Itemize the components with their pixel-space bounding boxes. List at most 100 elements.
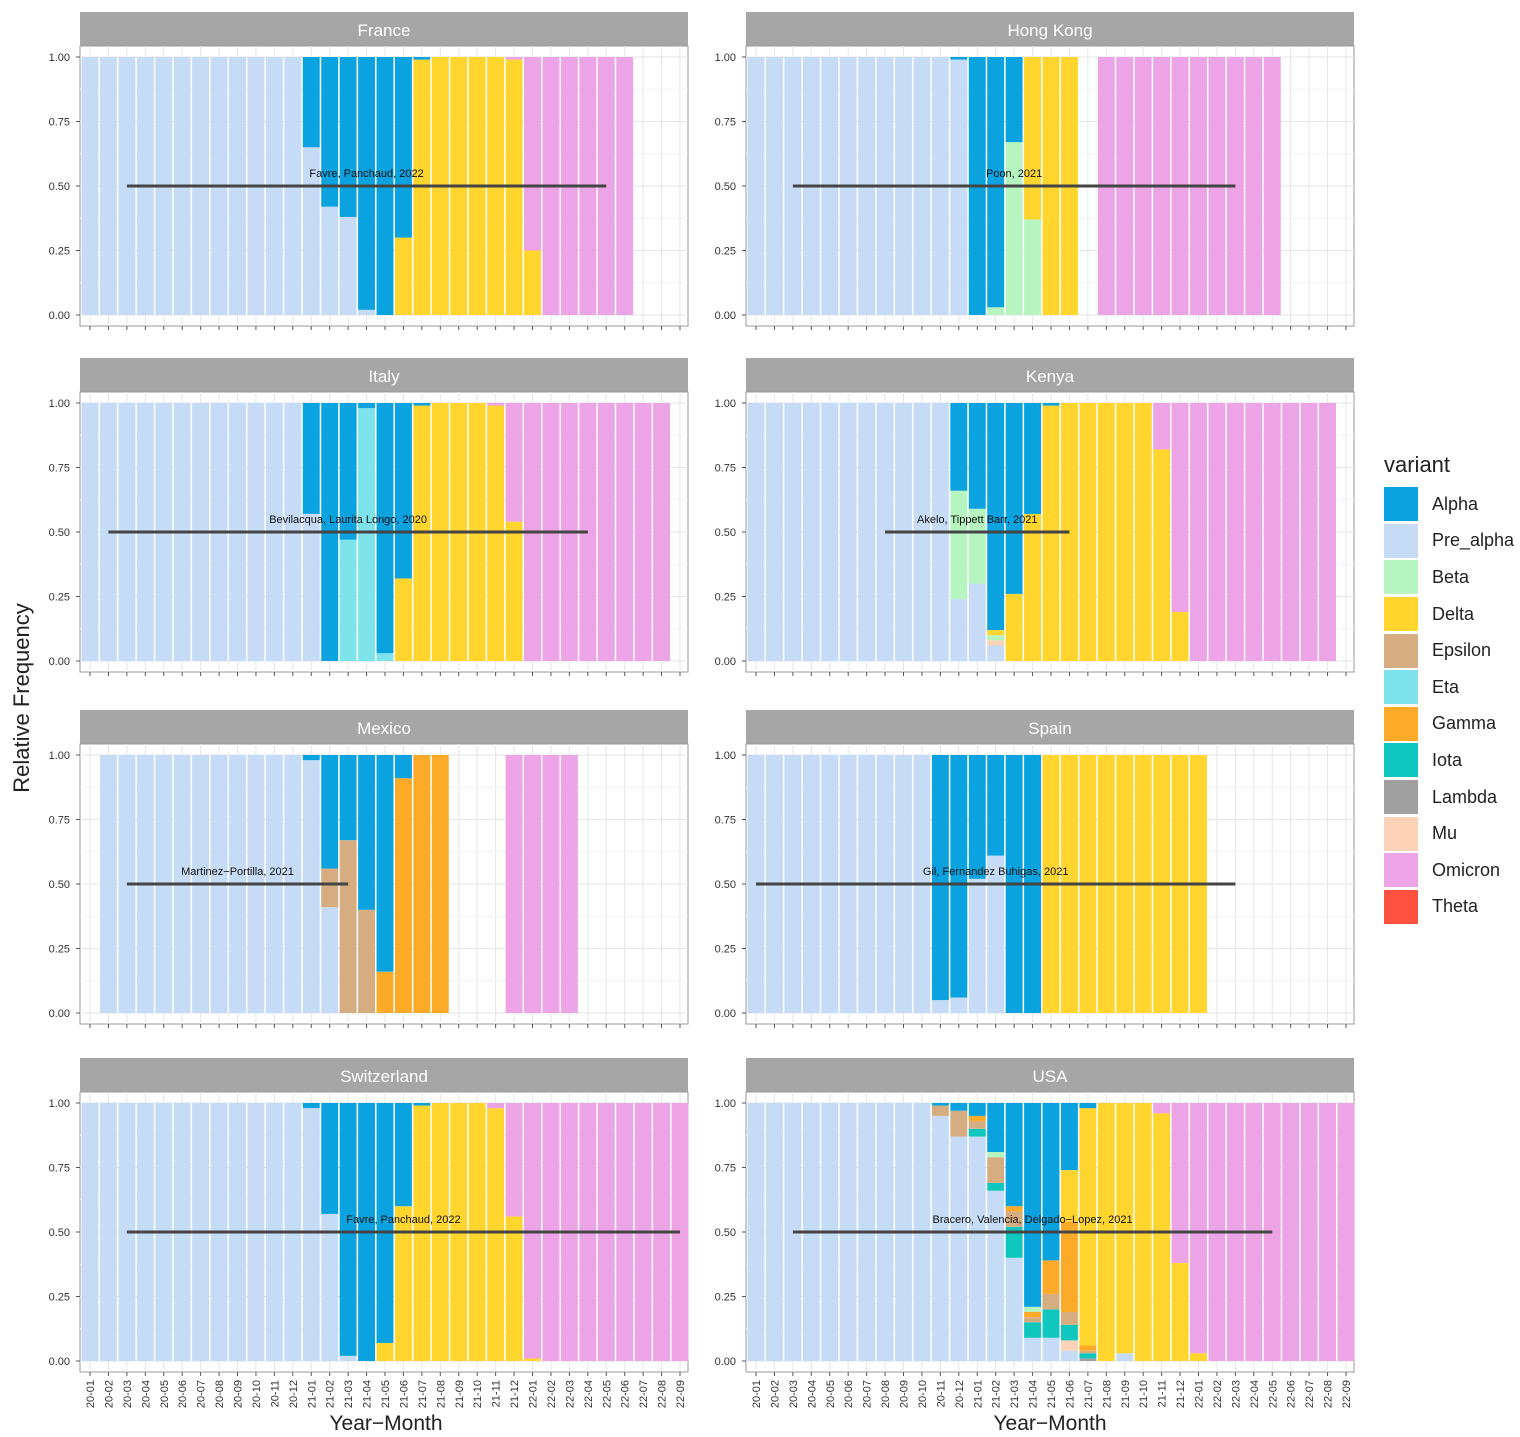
panel-title: Switzerland bbox=[340, 1067, 428, 1086]
x-tick-label: 21-06 bbox=[1064, 1380, 1076, 1408]
study-label: Martinez−Portilla, 2021 bbox=[181, 866, 294, 878]
bar-segment-delta bbox=[524, 250, 541, 315]
x-tick-label: 21-12 bbox=[1175, 1380, 1187, 1408]
bar-segment-omicron bbox=[1263, 57, 1281, 315]
y-tick-label: 0.50 bbox=[715, 181, 736, 193]
x-tick-label: 22-05 bbox=[601, 1380, 613, 1408]
x-tick-label: 20-11 bbox=[269, 1380, 281, 1407]
bar-segment-omicron bbox=[1208, 403, 1226, 661]
x-tick-label: 21-04 bbox=[362, 1380, 374, 1408]
bar-segment-alpha bbox=[1024, 403, 1042, 514]
bar-segment-alpha bbox=[413, 57, 431, 60]
x-tick-label: 20-06 bbox=[843, 1380, 855, 1408]
x-tick-label: 22-08 bbox=[1323, 1380, 1335, 1408]
panel-spain: Spain 0.00 0.25 0.50 0.75 1.00 Gil, Fernandez … bbox=[715, 710, 1355, 1028]
bar-segment-alpha bbox=[302, 57, 320, 148]
legend-label: Eta bbox=[1432, 676, 1460, 697]
bar-segment-alpha bbox=[1042, 403, 1060, 406]
y-tick-label: 1.00 bbox=[715, 52, 736, 64]
legend-swatch bbox=[1384, 853, 1418, 888]
bar-segment-omicron bbox=[653, 403, 671, 661]
bar-segment-gamma bbox=[968, 1115, 986, 1122]
bar-segment-alpha bbox=[302, 755, 320, 761]
legend-label: Lambda bbox=[1432, 786, 1498, 807]
bar-segment-epsilon bbox=[321, 868, 339, 908]
bar-segment-alpha bbox=[394, 1103, 412, 1207]
y-tick-label: 1.00 bbox=[49, 1098, 70, 1110]
bar-segment-pre_alpha bbox=[747, 1103, 765, 1361]
bar-segment-eta bbox=[358, 408, 376, 661]
x-tick-label: 20-03 bbox=[788, 1380, 800, 1408]
legend-item-alpha: Alpha bbox=[1384, 486, 1514, 523]
bar-segment-pre_alpha bbox=[968, 583, 986, 661]
bar-segment-pre_alpha bbox=[81, 1103, 99, 1361]
legend-item-beta: Beta bbox=[1384, 559, 1514, 596]
legend-item-pre_alpha: Pre_alpha bbox=[1384, 523, 1514, 560]
bar-segment-beta bbox=[987, 307, 1005, 315]
bar-segment-delta bbox=[524, 1358, 541, 1361]
y-tick-label: 0.25 bbox=[715, 246, 736, 258]
bar-segment-delta bbox=[1005, 593, 1023, 661]
bar-segment-omicron bbox=[1282, 403, 1300, 661]
x-tick-label: 20-05 bbox=[159, 1380, 171, 1408]
bar-segment-delta bbox=[1153, 1113, 1171, 1361]
bar-segment-delta bbox=[1097, 403, 1115, 661]
legend-label: Delta bbox=[1432, 603, 1475, 624]
x-tick-label: 21-11 bbox=[1157, 1380, 1169, 1407]
x-tick-label: 21-08 bbox=[1101, 1380, 1113, 1408]
x-tick-label: 20-07 bbox=[862, 1380, 874, 1408]
x-tick-label: 21-10 bbox=[472, 1380, 484, 1408]
bar-segment-alpha bbox=[394, 57, 412, 238]
y-tick-label: 0.75 bbox=[49, 463, 70, 475]
bar-segment-alpha bbox=[1024, 1103, 1042, 1307]
bar-segment-pre_alpha bbox=[1024, 1337, 1042, 1361]
legend-swatch bbox=[1384, 597, 1418, 632]
panel-usa: USA 0.00 0.25 0.50 0.75 1.00 20-01 20-02 20-03 20… bbox=[715, 1058, 1355, 1408]
bar-segment-pre_alpha bbox=[339, 216, 357, 315]
legend-label: Beta bbox=[1432, 566, 1470, 587]
y-tick-label: 0.25 bbox=[49, 246, 70, 258]
bar-segment-pre_alpha bbox=[302, 513, 320, 661]
bar-segment-delta bbox=[394, 578, 412, 661]
panel-title: USA bbox=[1033, 1067, 1069, 1086]
bar-segment-delta bbox=[1190, 1353, 1207, 1361]
bar-segment-omicron bbox=[1171, 403, 1189, 612]
panel-strip bbox=[80, 1058, 688, 1092]
bar-segment-pre_alpha bbox=[1005, 1257, 1023, 1361]
legend-swatch bbox=[1384, 523, 1418, 558]
bar-segment-mu bbox=[987, 640, 1005, 646]
x-tick-label: 21-11 bbox=[491, 1380, 503, 1407]
bar-segment-gamma bbox=[1060, 1221, 1078, 1312]
legend-label: Theta bbox=[1432, 896, 1479, 917]
y-tick-label: 1.00 bbox=[49, 52, 70, 64]
bar-segment-pre_alpha bbox=[321, 206, 339, 315]
x-tick-label: 20-01 bbox=[751, 1380, 763, 1408]
bar-segment-epsilon bbox=[931, 1105, 949, 1116]
y-tick-label: 0.00 bbox=[715, 1356, 736, 1368]
bar-segment-iota bbox=[1060, 1324, 1078, 1341]
bar-segment-iota bbox=[1042, 1309, 1060, 1338]
bar-segment-omicron bbox=[1153, 1103, 1171, 1114]
bar-segment-alpha bbox=[302, 403, 320, 514]
bar-segment-omicron bbox=[1319, 403, 1337, 661]
bar-segment-omicron bbox=[505, 755, 523, 1013]
bar-segment-delta bbox=[1079, 403, 1097, 661]
x-tick-label: 20-08 bbox=[214, 1380, 226, 1408]
legend-swatch bbox=[1384, 780, 1418, 815]
bar-segment-omicron bbox=[616, 403, 634, 661]
panel-strip bbox=[80, 358, 688, 392]
y-tick-label: 0.75 bbox=[715, 463, 736, 475]
x-tick-label: 22-02 bbox=[1212, 1380, 1224, 1408]
panel-switzerland: Switzerland 0.00 0.25 0.50 0.75 1.00 20-01 20-0… bbox=[49, 1058, 689, 1408]
bar-segment-delta bbox=[1153, 449, 1171, 661]
x-tick-label: 21-09 bbox=[454, 1380, 466, 1408]
bar-segment-gamma bbox=[413, 755, 431, 1013]
bar-segment-alpha bbox=[1005, 57, 1023, 143]
x-tick-label: 21-02 bbox=[991, 1380, 1003, 1408]
bar-segment-omicron bbox=[597, 403, 615, 661]
x-tick-label: 21-09 bbox=[1120, 1380, 1132, 1408]
y-tick-label: 0.50 bbox=[49, 527, 70, 539]
y-tick-label: 1.00 bbox=[49, 398, 70, 410]
bar-segment-iota bbox=[1005, 1226, 1023, 1258]
bar-segment-omicron bbox=[1263, 403, 1281, 661]
